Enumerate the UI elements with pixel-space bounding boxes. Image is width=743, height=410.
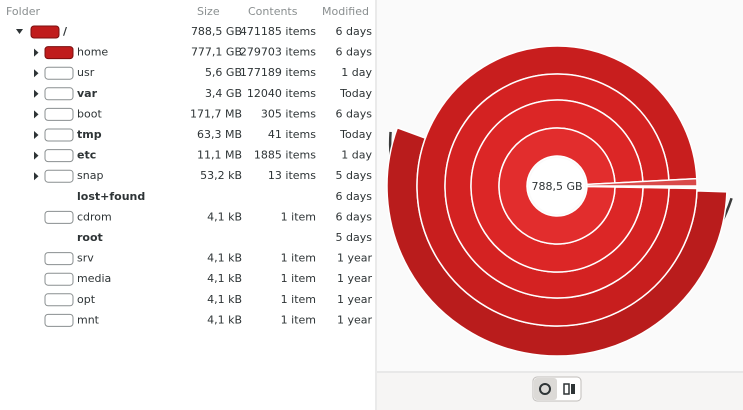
usage-box <box>44 293 74 307</box>
contents: 1 item <box>281 293 316 306</box>
modified: 6 days <box>336 46 373 59</box>
folder-name: cdrom <box>77 210 112 223</box>
modified: 1 year <box>337 293 373 306</box>
contents: 1 item <box>281 272 316 285</box>
size: 53,2 kB <box>200 169 242 182</box>
folder-name: snap <box>77 169 103 182</box>
modified: 1 day <box>341 66 372 79</box>
expander <box>34 48 39 57</box>
size: 5,6 GB <box>205 66 242 79</box>
usage-box <box>44 313 74 327</box>
column-header[interactable]: Modified <box>322 5 369 18</box>
modified: 1 year <box>337 313 373 326</box>
contents: 13 items <box>268 169 316 182</box>
expander <box>34 172 39 181</box>
modified: 6 days <box>336 107 373 120</box>
ring-segment <box>498 127 616 245</box>
usage-box <box>44 210 74 224</box>
modified: 5 days <box>336 169 373 182</box>
modified: 1 year <box>337 272 373 285</box>
rings-chart: 788,5 GB <box>386 45 733 357</box>
contents: 1 item <box>281 252 316 265</box>
folder-name: etc <box>77 149 96 162</box>
expander <box>34 110 39 119</box>
treemap-view-button[interactable] <box>560 378 580 400</box>
center-circle <box>529 158 585 214</box>
size: 171,7 MB <box>190 107 242 120</box>
expander <box>34 89 39 98</box>
expander <box>16 29 23 34</box>
modified: 6 days <box>336 25 373 38</box>
size: 788,5 GB <box>191 25 242 38</box>
expander <box>34 151 39 160</box>
folder-name: media <box>77 272 111 285</box>
center-label: 788,5 GB <box>531 180 582 193</box>
usage-box <box>44 66 74 80</box>
size: 4,1 kB <box>207 293 242 306</box>
contents: 1885 items <box>254 149 316 162</box>
folder-name: opt <box>77 293 96 306</box>
size: 4,1 kB <box>207 272 242 285</box>
usage-box <box>44 252 74 266</box>
folder-name: boot <box>77 107 102 120</box>
modified: 6 days <box>336 210 373 223</box>
contents: 305 items <box>261 107 316 120</box>
folder-name: / <box>63 25 68 38</box>
contents: 471185 items <box>240 25 316 38</box>
column-header[interactable]: Folder <box>6 5 40 18</box>
column-header[interactable]: Contents <box>248 5 298 18</box>
folder-name: usr <box>77 66 95 79</box>
modified: 5 days <box>336 231 373 244</box>
contents: 12040 items <box>247 87 316 100</box>
usage-box <box>44 128 74 142</box>
usage-box <box>44 87 74 101</box>
usage-box <box>30 25 60 39</box>
modified: Today <box>339 87 372 100</box>
usage-box <box>44 107 74 121</box>
size: 4,1 kB <box>207 252 242 265</box>
size: 63,3 MB <box>197 128 242 141</box>
modified: Today <box>339 128 372 141</box>
usage-box <box>44 272 74 286</box>
rings-icon <box>539 383 551 395</box>
modified: 1 day <box>341 149 372 162</box>
usage-box <box>44 169 74 183</box>
contents: 41 items <box>268 128 316 141</box>
column-header[interactable]: Size <box>197 5 220 18</box>
treemap-icon <box>563 383 570 395</box>
folder-name: lost+found <box>77 190 145 203</box>
folder-name: var <box>77 87 98 100</box>
expander <box>34 69 39 78</box>
folder-name: srv <box>77 252 94 265</box>
contents: 177189 items <box>240 66 316 79</box>
modified: 1 year <box>337 252 373 265</box>
folder-name: tmp <box>77 128 102 141</box>
usage-box <box>44 149 74 163</box>
size: 3,4 GB <box>205 87 242 100</box>
size: 4,1 kB <box>207 210 242 223</box>
folder-name: root <box>77 231 103 244</box>
rings-view-button[interactable] <box>534 378 557 400</box>
ring-segment <box>586 177 698 187</box>
folder-name: home <box>77 46 108 59</box>
size: 11,1 MB <box>197 149 242 162</box>
usage-box <box>44 46 74 60</box>
modified: 6 days <box>336 190 373 203</box>
tree-row[interactable] <box>0 187 376 208</box>
folder-name: mnt <box>77 313 100 326</box>
tree-row[interactable] <box>0 228 376 249</box>
size: 4,1 kB <box>207 313 242 326</box>
expander <box>34 131 39 139</box>
contents: 1 item <box>281 210 316 223</box>
size: 777,1 GB <box>191 46 242 59</box>
contents: 1 item <box>281 313 316 326</box>
treemap-icon <box>571 384 575 394</box>
contents: 279703 items <box>240 46 316 59</box>
